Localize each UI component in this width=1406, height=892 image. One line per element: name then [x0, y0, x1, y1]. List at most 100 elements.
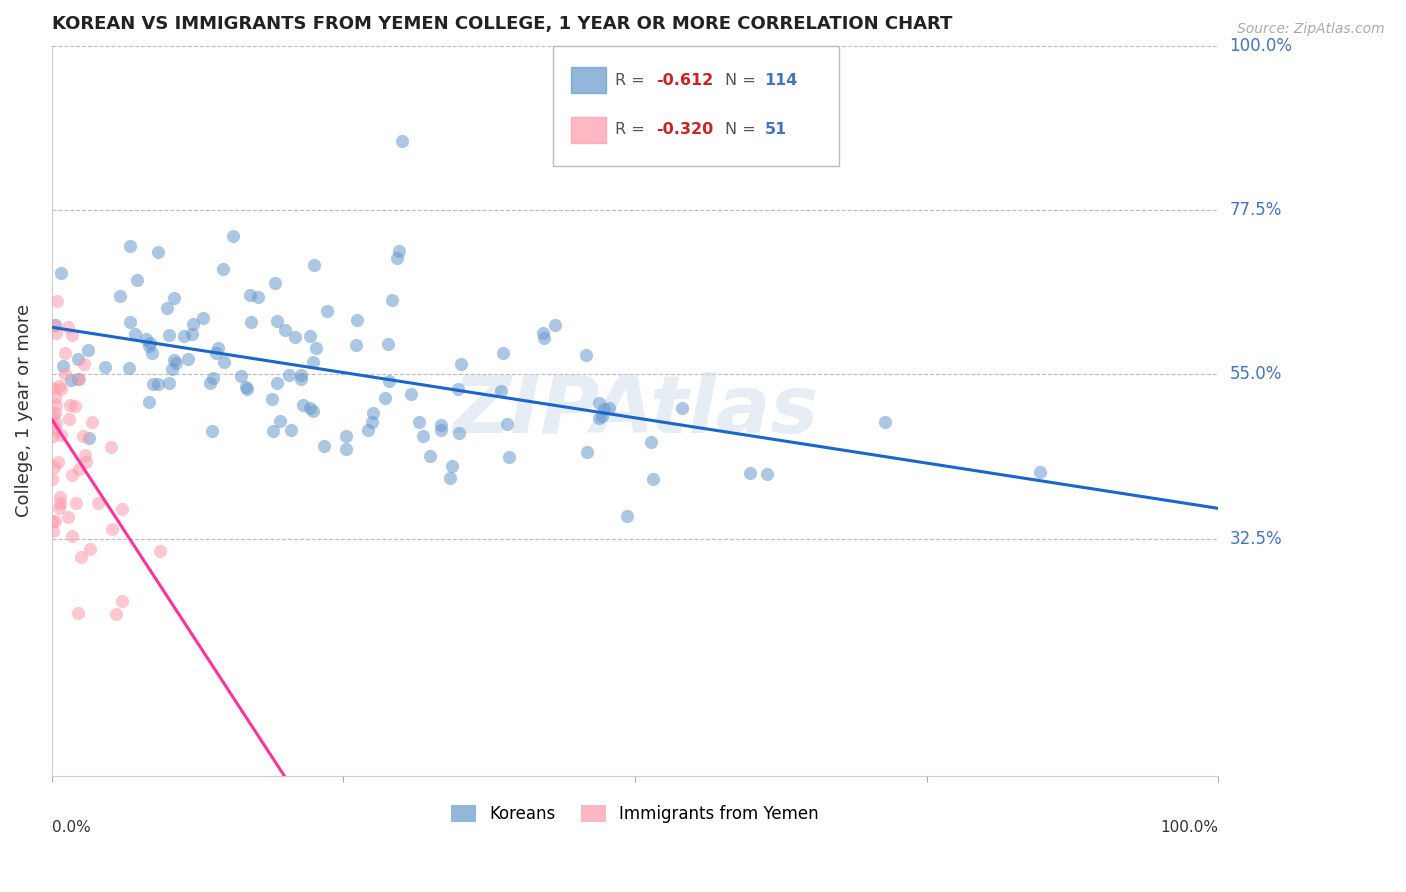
Text: N =: N =	[725, 72, 761, 87]
Point	[263, 277, 285, 291]
Point	[163, 353, 186, 368]
Point	[44, 406, 66, 420]
Legend: Koreans, Immigrants from Yemen: Koreans, Immigrants from Yemen	[444, 798, 825, 830]
Point	[138, 339, 160, 353]
Point	[45, 398, 67, 412]
Point	[496, 417, 519, 431]
Point	[49, 428, 72, 442]
Point	[42, 459, 65, 474]
Point	[284, 330, 307, 344]
Text: 100.0%: 100.0%	[1230, 37, 1292, 54]
Point	[575, 349, 598, 363]
Point	[419, 450, 441, 464]
Point	[118, 239, 141, 253]
Point	[616, 508, 638, 523]
Point	[498, 450, 520, 464]
Point	[335, 429, 357, 443]
Point	[156, 301, 179, 316]
Point	[598, 401, 620, 416]
Point	[592, 402, 614, 417]
Point	[120, 315, 142, 329]
Point	[55, 346, 77, 360]
Point	[388, 244, 411, 258]
Point	[53, 367, 76, 381]
Point	[643, 472, 665, 486]
Point	[207, 342, 229, 356]
Point	[198, 376, 221, 390]
Point	[221, 228, 243, 243]
Point	[533, 331, 555, 345]
Point	[212, 355, 235, 369]
Text: R =: R =	[616, 72, 650, 87]
Point	[127, 273, 149, 287]
Point	[205, 346, 228, 360]
Point	[94, 360, 117, 375]
Point	[292, 398, 315, 412]
Point	[44, 318, 66, 332]
Point	[104, 607, 127, 621]
Point	[44, 514, 66, 528]
Point	[59, 398, 82, 412]
Text: KOREAN VS IMMIGRANTS FROM YEMEN COLLEGE, 1 YEAR OR MORE CORRELATION CHART: KOREAN VS IMMIGRANTS FROM YEMEN COLLEGE,…	[52, 15, 952, 33]
Point	[165, 356, 187, 370]
Point	[408, 416, 430, 430]
Point	[108, 289, 131, 303]
Point	[63, 399, 86, 413]
Point	[46, 455, 69, 469]
Text: 77.5%: 77.5%	[1230, 201, 1282, 219]
Point	[87, 496, 110, 510]
Point	[377, 336, 399, 351]
Point	[357, 423, 380, 437]
Point	[588, 411, 610, 425]
Text: 32.5%: 32.5%	[1230, 530, 1282, 548]
Point	[298, 401, 321, 416]
Point	[385, 251, 408, 265]
Point	[377, 374, 399, 388]
Point	[239, 315, 262, 329]
Point	[70, 549, 93, 564]
Text: R =: R =	[616, 122, 650, 137]
Point	[42, 524, 65, 539]
Point	[301, 403, 323, 417]
Point	[269, 414, 291, 428]
Point	[65, 496, 87, 510]
Point	[66, 607, 89, 621]
Point	[183, 317, 205, 331]
Point	[60, 529, 83, 543]
Point	[305, 341, 328, 355]
Point	[266, 376, 288, 391]
Point	[361, 406, 384, 420]
Point	[290, 372, 312, 386]
Point	[66, 371, 89, 385]
Point	[246, 290, 269, 304]
Point	[875, 415, 897, 429]
Text: 51: 51	[765, 122, 787, 137]
Point	[49, 496, 72, 510]
Point	[67, 462, 90, 476]
Point	[491, 346, 513, 360]
Point	[274, 323, 297, 337]
Point	[298, 328, 321, 343]
Point	[576, 445, 599, 459]
Point	[41, 381, 63, 395]
Point	[201, 370, 224, 384]
Point	[588, 395, 610, 409]
Point	[591, 409, 613, 424]
Point	[441, 459, 464, 474]
Point	[447, 382, 470, 396]
Text: 0.0%: 0.0%	[52, 820, 90, 835]
Point	[304, 258, 326, 272]
Point	[290, 368, 312, 383]
Point	[447, 425, 470, 440]
Point	[60, 328, 83, 343]
Point	[41, 472, 63, 486]
Point	[49, 266, 72, 280]
Point	[399, 387, 422, 401]
Point	[148, 376, 170, 391]
Point	[429, 418, 451, 433]
Point	[430, 423, 453, 437]
Point	[640, 435, 662, 450]
Point	[278, 368, 301, 382]
Point	[381, 293, 404, 307]
Point	[44, 318, 66, 332]
